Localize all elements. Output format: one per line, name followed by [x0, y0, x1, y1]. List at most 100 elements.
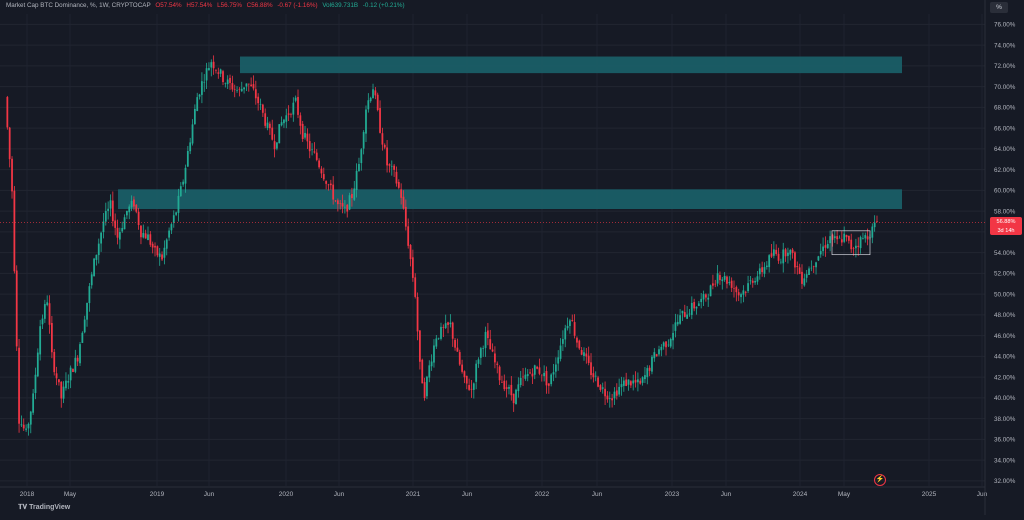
brand-label: TradingView: [29, 504, 71, 511]
candle-body: [318, 160, 320, 168]
candle-body: [240, 88, 243, 92]
candle-body: [465, 375, 468, 384]
candle-body: [672, 332, 674, 341]
consolidation-box[interactable]: [831, 230, 871, 256]
candle-body: [662, 342, 665, 347]
candle-body: [358, 164, 360, 171]
candle-body: [679, 315, 681, 324]
y-tick-label: 50.00%: [994, 291, 1016, 298]
candle-body: [130, 200, 133, 208]
x-tick-label: Jun: [462, 491, 473, 498]
candle-body: [585, 353, 588, 357]
candle-body: [524, 374, 527, 379]
candle-body: [801, 271, 803, 284]
candle-body: [707, 297, 710, 300]
candle-body: [320, 168, 323, 174]
percent-scale-button[interactable]: %: [990, 2, 1008, 13]
current-price-label: 56.88%: [996, 219, 1016, 225]
candle-body: [156, 246, 159, 256]
y-tick-label: 62.00%: [994, 167, 1016, 174]
candle-body: [283, 119, 285, 124]
candle-body: [69, 367, 72, 381]
candle-body: [536, 366, 538, 369]
candle-body: [229, 77, 231, 83]
candle-body: [496, 363, 499, 365]
candle-body: [744, 291, 747, 293]
candle-body: [74, 357, 77, 372]
candle-body: [90, 274, 93, 286]
candle-body: [128, 206, 131, 213]
candle-body: [250, 84, 253, 87]
candle-body: [468, 385, 471, 390]
candle-body: [158, 253, 161, 257]
candle-body: [772, 249, 775, 256]
candle-body: [186, 151, 189, 167]
bar-countdown-label: 3d 14h: [997, 227, 1015, 234]
candle-body: [833, 236, 836, 239]
x-tick-label: Jun: [977, 491, 988, 498]
candle-body: [683, 312, 686, 317]
candle-body: [13, 190, 16, 272]
candle-body: [411, 257, 414, 278]
candle-body: [486, 330, 489, 339]
candle-body: [161, 254, 163, 260]
candle-body: [355, 170, 358, 191]
candle-body: [27, 423, 30, 429]
candle-body: [655, 354, 658, 357]
candle-body: [407, 226, 410, 246]
candle-body: [730, 280, 733, 288]
candle-body: [604, 388, 606, 397]
candle-body: [55, 373, 58, 379]
candle-body: [137, 211, 140, 226]
candle-body: [864, 235, 867, 239]
symbol-legend: Market Cap BTC Dominance, %, 1W, CRYPTOC…: [6, 2, 408, 9]
candle-body: [547, 383, 550, 386]
candle-body: [763, 267, 766, 274]
candle-body: [613, 391, 616, 399]
y-tick-label: 54.00%: [994, 250, 1016, 257]
candle-body: [299, 115, 302, 126]
candle-body: [522, 376, 524, 378]
candle-body: [231, 83, 234, 90]
candle-body: [615, 390, 618, 396]
candle-body: [215, 70, 217, 71]
candle-body: [376, 94, 379, 111]
resistance-zone[interactable]: [118, 189, 902, 210]
candle-body: [660, 346, 663, 351]
candle-body: [463, 371, 466, 378]
candle-body: [826, 243, 829, 249]
candle-body: [817, 256, 820, 261]
x-tick-label: 2021: [406, 491, 421, 498]
candle-body: [554, 364, 557, 372]
candle-body: [796, 266, 799, 268]
lightning-alert-icon[interactable]: ⚡: [874, 474, 886, 486]
candle-body: [740, 294, 742, 298]
y-tick-label: 58.00%: [994, 208, 1016, 215]
symbol-title[interactable]: Market Cap BTC Dominance, %, 1W, CRYPTOC…: [6, 2, 151, 9]
candle-body: [243, 87, 245, 90]
candle-body: [479, 348, 482, 358]
candle-body: [782, 249, 785, 264]
candle-body: [372, 89, 374, 99]
candle-body: [189, 142, 192, 152]
x-tick-label: May: [64, 491, 77, 498]
candle-body: [599, 385, 602, 390]
resistance-zone[interactable]: [240, 56, 902, 74]
candle-body: [114, 220, 117, 228]
candle-body: [22, 424, 25, 429]
candle-body: [179, 186, 182, 197]
candle-body: [571, 320, 574, 322]
candle-body: [704, 294, 707, 298]
candle-body: [540, 374, 543, 376]
candle-body: [620, 384, 623, 388]
candle-body: [644, 375, 646, 380]
candle-body: [695, 306, 698, 309]
tradingview-logo[interactable]: 𝐓𝐕 TradingView: [18, 504, 70, 512]
candle-body: [257, 96, 260, 104]
candle-body: [88, 286, 91, 304]
candle-body: [226, 79, 229, 85]
candle-body: [442, 326, 445, 328]
current-price-badge: 56.88% 3d 14h: [990, 217, 1022, 235]
